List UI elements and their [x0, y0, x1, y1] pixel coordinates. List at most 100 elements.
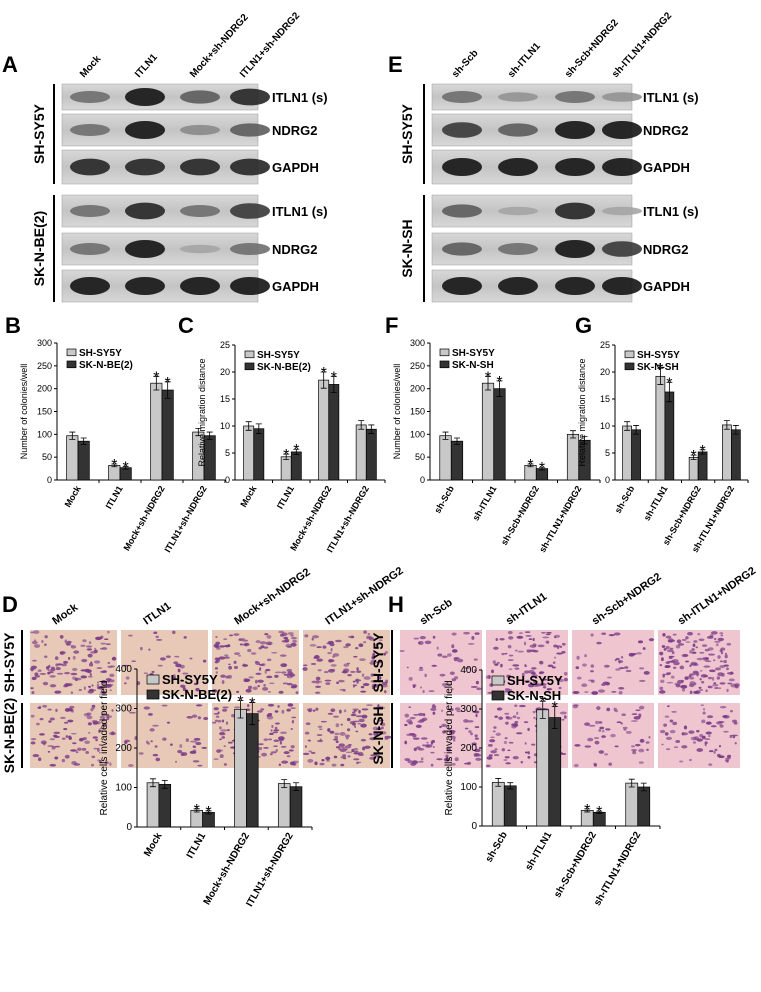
cell: [380, 722, 386, 727]
image-label: ITLN1: [141, 600, 173, 627]
cell: [247, 704, 250, 708]
cell: [109, 689, 112, 692]
cell: [665, 635, 672, 639]
cell: [494, 663, 499, 666]
cell: [327, 651, 332, 655]
cell: [581, 683, 588, 687]
cell: [701, 719, 706, 724]
cell: [286, 675, 289, 678]
cell: [330, 647, 333, 652]
cell: [341, 746, 346, 749]
band: [70, 124, 110, 136]
cell: [437, 653, 443, 657]
cell: [271, 651, 278, 654]
cell: [39, 733, 45, 736]
cell: [99, 727, 103, 730]
cell: [346, 662, 351, 665]
cell: [450, 735, 456, 740]
y-tick-label: 300: [115, 704, 132, 715]
error-bar: [122, 465, 129, 470]
bar: [439, 435, 452, 481]
cell: [239, 643, 245, 646]
bar: [503, 785, 517, 827]
cell: [404, 723, 408, 727]
cell: [673, 661, 680, 666]
cell: [494, 715, 498, 718]
cell: [668, 639, 676, 643]
cell: [731, 734, 738, 737]
cell: [62, 661, 66, 664]
cell: [44, 655, 48, 658]
cell: [177, 749, 183, 754]
micrograph: [121, 703, 209, 768]
cell: [715, 667, 722, 671]
cell: [474, 734, 478, 738]
cell: [685, 641, 691, 643]
cell: [250, 652, 257, 655]
cell: [505, 762, 511, 765]
cell: [618, 667, 625, 670]
cell: [333, 755, 338, 759]
cell: [590, 664, 595, 668]
cell: [80, 669, 87, 672]
legend-label: SK-N-BE(2): [162, 687, 232, 702]
y-tick-label: 0: [605, 475, 610, 485]
error-bar: [551, 706, 558, 729]
cell: [707, 647, 714, 651]
cell: [175, 663, 182, 668]
cell: [701, 680, 705, 684]
error-bar: [149, 778, 156, 788]
x-tick-label: sh-ITLN1: [523, 830, 554, 873]
cell: [341, 670, 349, 674]
cell: [317, 725, 323, 729]
y-tick-label: 20: [220, 367, 230, 377]
cell: [197, 764, 203, 767]
cell: [64, 671, 71, 675]
legend-swatch: [439, 348, 450, 357]
cell: [672, 721, 678, 726]
cell: [214, 719, 219, 722]
cell: [413, 637, 420, 640]
lane-label: sh-ITLN1: [506, 41, 543, 80]
cell: [172, 674, 176, 678]
cell-line-label: SH-SY5Y: [31, 103, 47, 164]
cell: [524, 679, 531, 683]
cell: [352, 708, 359, 711]
error-bar: [527, 463, 534, 468]
cell: [451, 762, 456, 766]
error-bar: [732, 425, 739, 435]
legend-label: SH-SY5Y: [637, 350, 680, 361]
cell: [662, 673, 665, 678]
x-tick-label: sh-ITLN1+NDRG2: [592, 830, 644, 908]
cell: [83, 686, 86, 691]
cell: [695, 646, 699, 649]
lane-label: ITLN1: [133, 52, 160, 80]
bar: [150, 382, 163, 481]
x-tick-label: ITLN1: [185, 831, 209, 861]
bar: [625, 782, 639, 827]
band: [125, 202, 165, 220]
image-label: sh-Scb: [418, 596, 455, 627]
cell: [621, 713, 626, 716]
cell: [166, 721, 171, 724]
cell: [475, 680, 479, 685]
cell: [666, 649, 674, 653]
cell: [356, 670, 362, 673]
panel-letter: B: [5, 313, 21, 338]
cell: [638, 705, 645, 710]
band: [70, 205, 110, 217]
cell: [281, 709, 285, 714]
cell: [598, 750, 605, 754]
image-label: Mock: [50, 601, 81, 627]
cell: [692, 741, 697, 744]
band: [602, 92, 642, 102]
cell: [445, 683, 453, 686]
cell: [192, 749, 197, 753]
cell: [471, 742, 477, 746]
cell: [90, 707, 94, 712]
cell: [512, 715, 517, 719]
cell: [360, 685, 365, 689]
cell: [689, 681, 696, 685]
y-tick-label: 0: [126, 822, 132, 833]
cell: [48, 720, 52, 723]
